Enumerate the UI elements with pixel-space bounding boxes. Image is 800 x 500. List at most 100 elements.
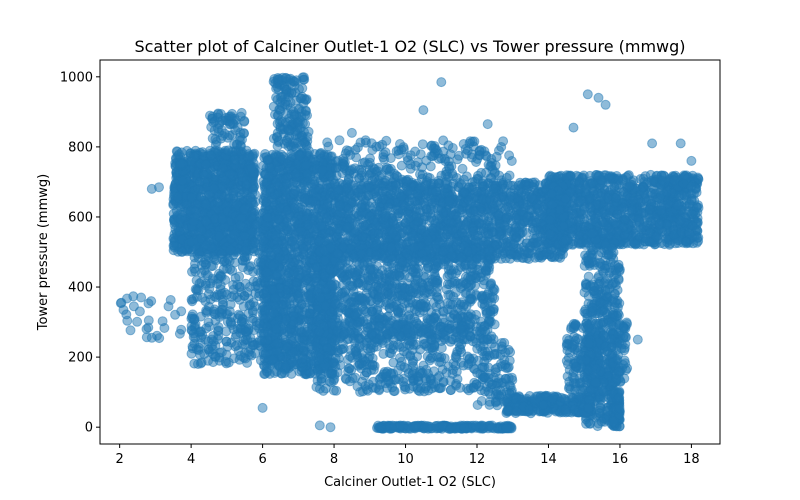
data-point xyxy=(357,231,368,242)
data-point xyxy=(303,219,314,230)
data-point xyxy=(403,209,413,219)
data-point xyxy=(355,214,366,225)
data-point xyxy=(242,335,253,345)
data-point xyxy=(191,275,202,286)
data-point xyxy=(516,206,527,217)
data-point xyxy=(197,292,208,303)
data-point xyxy=(223,254,233,265)
chart-title: Scatter plot of Calciner Outlet-1 O2 (SL… xyxy=(134,37,685,56)
data-point xyxy=(175,158,186,169)
data-point xyxy=(177,175,188,186)
data-point xyxy=(334,200,345,211)
data-point xyxy=(195,338,206,349)
data-point xyxy=(200,280,211,291)
data-point xyxy=(427,187,438,198)
data-point xyxy=(332,223,343,234)
data-point xyxy=(240,245,251,255)
data-point xyxy=(493,210,504,221)
data-point xyxy=(168,240,179,251)
data-point xyxy=(228,324,239,335)
data-point xyxy=(208,306,219,317)
data-point xyxy=(300,255,311,266)
data-point xyxy=(342,222,353,233)
data-point xyxy=(484,195,495,206)
data-point xyxy=(276,368,287,379)
data-point xyxy=(239,290,250,301)
data-point xyxy=(173,192,183,203)
data-point xyxy=(222,341,233,352)
data-point xyxy=(273,214,284,225)
data-point xyxy=(300,185,311,196)
data-point xyxy=(194,248,205,259)
data-point xyxy=(261,363,272,374)
data-point xyxy=(207,340,217,351)
data-point xyxy=(468,206,479,216)
data-point xyxy=(460,219,471,230)
data-point xyxy=(244,261,255,272)
data-point xyxy=(237,313,248,324)
data-point xyxy=(258,236,269,247)
data-point xyxy=(530,225,541,236)
data-point xyxy=(285,258,296,269)
data-point xyxy=(250,281,261,292)
data-point xyxy=(188,328,199,339)
data-point xyxy=(174,226,185,237)
data-point xyxy=(200,216,211,227)
data-point xyxy=(211,292,222,303)
data-point xyxy=(295,226,306,237)
data-point xyxy=(196,260,207,271)
data-point xyxy=(281,299,292,310)
data-point xyxy=(353,187,364,198)
data-point xyxy=(309,184,320,195)
data-point xyxy=(246,350,257,361)
data-point xyxy=(186,192,197,203)
data-point xyxy=(200,199,211,210)
data-point xyxy=(311,212,322,222)
data-point xyxy=(513,180,524,191)
data-point xyxy=(225,245,236,256)
data-point xyxy=(213,322,224,332)
data-point xyxy=(258,195,269,206)
data-point xyxy=(242,152,253,162)
data-point xyxy=(254,318,265,329)
data-point xyxy=(182,145,192,156)
data-point xyxy=(267,284,278,295)
data-point xyxy=(532,237,543,248)
data-point xyxy=(488,183,499,194)
data-point xyxy=(212,197,223,208)
data-point xyxy=(215,270,226,281)
data-point xyxy=(209,183,220,194)
data-point xyxy=(280,185,291,196)
data-point xyxy=(217,163,228,173)
data-point xyxy=(251,219,262,230)
data-point xyxy=(239,187,249,198)
data-point xyxy=(270,293,281,303)
data-point xyxy=(403,185,414,196)
data-point xyxy=(204,321,215,332)
data-point xyxy=(287,357,298,368)
data-point xyxy=(529,179,540,190)
data-point xyxy=(271,244,282,255)
data-point xyxy=(498,183,509,194)
data-point xyxy=(175,214,185,225)
data-point xyxy=(377,186,388,197)
data-point xyxy=(316,220,327,231)
data-point xyxy=(478,214,489,225)
data-point xyxy=(230,273,241,283)
data-point xyxy=(298,342,309,353)
data-point xyxy=(287,235,298,246)
data-point xyxy=(441,183,451,194)
data-point xyxy=(255,257,266,268)
data-point xyxy=(297,353,308,364)
data-point xyxy=(217,181,228,192)
data-point xyxy=(446,207,457,218)
data-point xyxy=(199,349,210,360)
data-point xyxy=(246,163,257,174)
data-point xyxy=(414,183,425,194)
data-point xyxy=(228,188,239,199)
data-point xyxy=(221,289,232,300)
data-point xyxy=(499,220,510,231)
data-point xyxy=(196,357,207,368)
data-point xyxy=(207,260,218,271)
data-points xyxy=(115,72,704,434)
